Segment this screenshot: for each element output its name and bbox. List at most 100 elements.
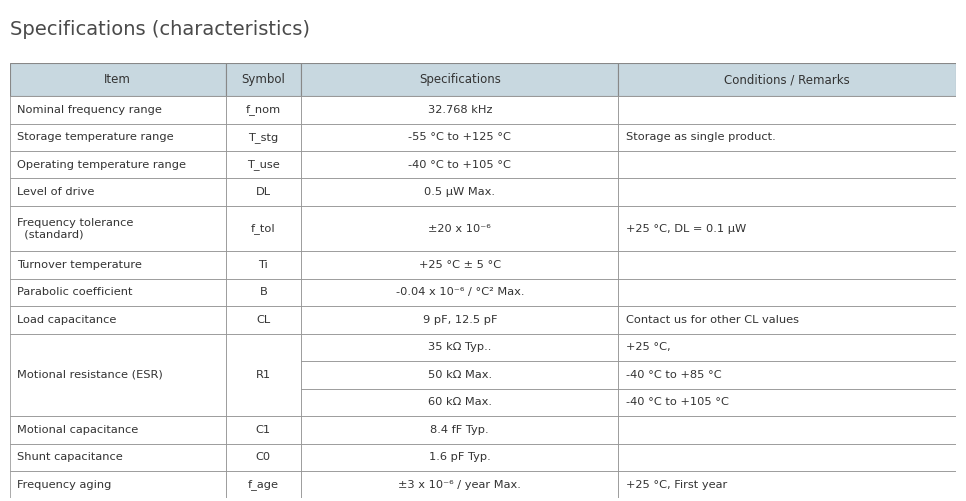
Bar (10, 63, 225, 96)
Bar (301, 63, 618, 96)
Bar (225, 471, 301, 498)
Bar (301, 206, 618, 252)
Bar (10, 471, 225, 498)
Text: CL: CL (256, 315, 270, 325)
Text: +25 °C, DL = 0.1 μW: +25 °C, DL = 0.1 μW (626, 223, 746, 233)
Text: Frequency aging: Frequency aging (17, 480, 112, 490)
Text: Nominal frequency range: Nominal frequency range (17, 105, 162, 115)
Bar (618, 96, 956, 124)
Bar (301, 389, 618, 416)
Text: T_use: T_use (247, 159, 280, 170)
Text: f_age: f_age (248, 479, 279, 490)
Bar (10, 334, 225, 416)
Bar (618, 279, 956, 306)
Bar (301, 279, 618, 306)
Text: -40 °C to +105 °C: -40 °C to +105 °C (626, 397, 728, 407)
Text: Symbol: Symbol (242, 73, 285, 86)
Bar (301, 443, 618, 471)
Bar (301, 306, 618, 334)
Text: Turnover temperature: Turnover temperature (17, 260, 142, 270)
Bar (301, 361, 618, 389)
Text: Specifications (characteristics): Specifications (characteristics) (10, 20, 310, 39)
Bar (225, 334, 301, 416)
Bar (225, 306, 301, 334)
Text: Operating temperature range: Operating temperature range (17, 160, 186, 170)
Text: Level of drive: Level of drive (17, 187, 95, 197)
Text: C1: C1 (256, 425, 270, 435)
Text: Conditions / Remarks: Conditions / Remarks (724, 73, 850, 86)
Bar (618, 252, 956, 279)
Bar (618, 63, 956, 96)
Text: -40 °C to +105 °C: -40 °C to +105 °C (409, 160, 511, 170)
Bar (10, 124, 225, 151)
Bar (301, 416, 618, 443)
Text: Ti: Ti (259, 260, 269, 270)
Bar (10, 206, 225, 252)
Bar (301, 471, 618, 498)
Text: -40 °C to +85 °C: -40 °C to +85 °C (626, 370, 722, 380)
Bar (301, 334, 618, 361)
Text: +25 °C,: +25 °C, (626, 342, 670, 352)
Bar (301, 96, 618, 124)
Bar (225, 206, 301, 252)
Text: B: B (260, 288, 268, 298)
Bar (618, 178, 956, 206)
Bar (618, 124, 956, 151)
Text: 0.5 μW Max.: 0.5 μW Max. (424, 187, 496, 197)
Text: 8.4 fF Typ.: 8.4 fF Typ. (431, 425, 489, 435)
Bar (618, 334, 956, 361)
Text: DL: DL (256, 187, 270, 197)
Bar (10, 151, 225, 178)
Text: ±3 x 10⁻⁶ / year Max.: ±3 x 10⁻⁶ / year Max. (398, 480, 522, 490)
Text: Parabolic coefficient: Parabolic coefficient (17, 288, 132, 298)
Bar (301, 252, 618, 279)
Text: 9 pF, 12.5 pF: 9 pF, 12.5 pF (422, 315, 497, 325)
Bar (225, 416, 301, 443)
Bar (618, 151, 956, 178)
Text: Frequency tolerance
  (standard): Frequency tolerance (standard) (17, 218, 133, 239)
Bar (10, 416, 225, 443)
Bar (225, 151, 301, 178)
Bar (10, 443, 225, 471)
Text: Item: Item (104, 73, 131, 86)
Text: R1: R1 (256, 370, 270, 380)
Bar (225, 279, 301, 306)
Bar (10, 279, 225, 306)
Text: Motional resistance (ESR): Motional resistance (ESR) (17, 370, 163, 380)
Text: Contact us for other CL values: Contact us for other CL values (626, 315, 799, 325)
Text: Storage temperature range: Storage temperature range (17, 132, 174, 142)
Text: +25 °C, First year: +25 °C, First year (626, 480, 727, 490)
Text: 35 kΩ Typ..: 35 kΩ Typ.. (428, 342, 492, 352)
Text: -0.04 x 10⁻⁶ / °C² Max.: -0.04 x 10⁻⁶ / °C² Max. (395, 288, 525, 298)
Text: 1.6 pF Typ.: 1.6 pF Typ. (429, 452, 491, 462)
Text: Motional capacitance: Motional capacitance (17, 425, 138, 435)
Text: f_nom: f_nom (245, 104, 281, 115)
Bar (10, 178, 225, 206)
Bar (225, 252, 301, 279)
Bar (618, 471, 956, 498)
Text: T_stg: T_stg (248, 132, 278, 143)
Text: 60 kΩ Max.: 60 kΩ Max. (428, 397, 492, 407)
Bar (618, 416, 956, 443)
Bar (618, 389, 956, 416)
Bar (301, 151, 618, 178)
Bar (618, 306, 956, 334)
Text: +25 °C ± 5 °C: +25 °C ± 5 °C (418, 260, 500, 270)
Text: 32.768 kHz: 32.768 kHz (428, 105, 492, 115)
Bar (10, 96, 225, 124)
Bar (225, 96, 301, 124)
Bar (225, 124, 301, 151)
Text: Shunt capacitance: Shunt capacitance (17, 452, 123, 462)
Text: -55 °C to +125 °C: -55 °C to +125 °C (409, 132, 511, 142)
Bar (225, 178, 301, 206)
Bar (618, 361, 956, 389)
Bar (301, 178, 618, 206)
Text: ±20 x 10⁻⁶: ±20 x 10⁻⁶ (429, 223, 491, 233)
Bar (225, 443, 301, 471)
Text: Load capacitance: Load capacitance (17, 315, 117, 325)
Text: Specifications: Specifications (419, 73, 500, 86)
Bar (225, 63, 301, 96)
Bar (618, 206, 956, 252)
Text: Storage as single product.: Storage as single product. (626, 132, 776, 142)
Bar (10, 306, 225, 334)
